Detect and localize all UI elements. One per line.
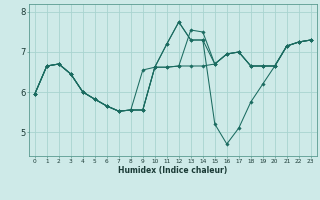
X-axis label: Humidex (Indice chaleur): Humidex (Indice chaleur): [118, 166, 228, 175]
